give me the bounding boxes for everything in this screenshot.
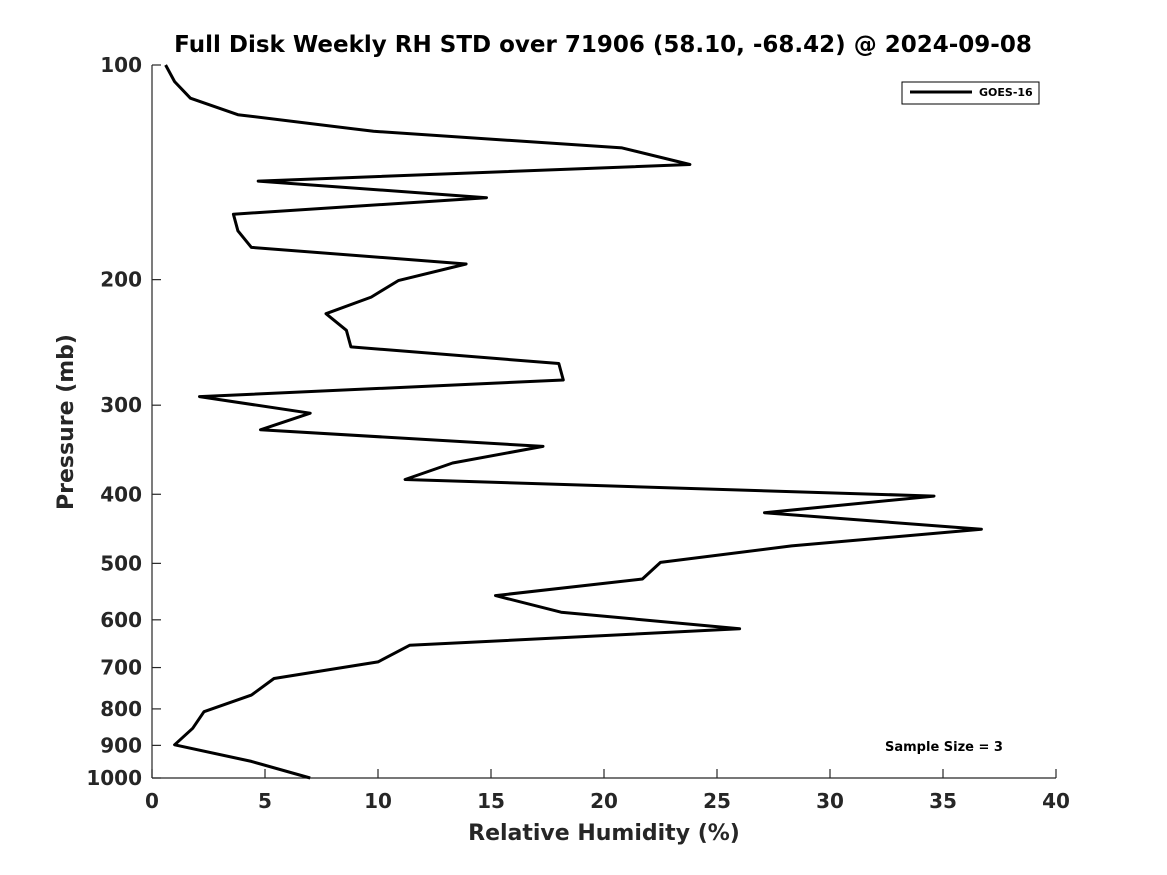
x-axis-ticks: 0 5 10 15 20 25 30 35 40 xyxy=(145,769,1070,813)
legend-entry-goes-16: GOES-16 xyxy=(979,86,1033,99)
y-tick-label: 700 xyxy=(100,656,142,680)
y-tick-label: 300 xyxy=(100,393,142,417)
y-tick-label: 600 xyxy=(100,608,142,632)
x-tick-label: 0 xyxy=(145,789,159,813)
x-tick-label: 30 xyxy=(816,789,844,813)
legend: GOES-16 xyxy=(901,81,1040,105)
y-tick-label: 800 xyxy=(100,697,142,721)
series-line-goes-16 xyxy=(164,64,983,780)
y-tick-label: 1000 xyxy=(86,766,142,790)
x-tick-label: 35 xyxy=(929,789,957,813)
x-tick-label: 40 xyxy=(1042,789,1070,813)
y-tick-label: 400 xyxy=(100,482,142,506)
y-tick-label: 200 xyxy=(100,268,142,292)
x-tick-label: 5 xyxy=(258,789,272,813)
x-tick-label: 10 xyxy=(364,789,392,813)
y-axis-label: Pressure (mb) xyxy=(54,334,79,510)
x-tick-label: 20 xyxy=(590,789,618,813)
y-tick-label: 500 xyxy=(100,551,142,575)
y-axis-ticks: 100 200 300 400 500 600 700 800 900 1000 xyxy=(86,53,161,790)
sample-size-annotation: Sample Size = 3 xyxy=(885,740,1003,755)
x-axis-label: Relative Humidity (%) xyxy=(468,821,740,846)
x-tick-label: 25 xyxy=(703,789,731,813)
x-tick-label: 15 xyxy=(477,789,505,813)
chart-title: Full Disk Weekly RH STD over 71906 (58.1… xyxy=(174,32,1032,58)
series-layer xyxy=(164,64,983,780)
y-tick-label: 100 xyxy=(100,53,142,77)
y-tick-label: 900 xyxy=(100,733,142,757)
